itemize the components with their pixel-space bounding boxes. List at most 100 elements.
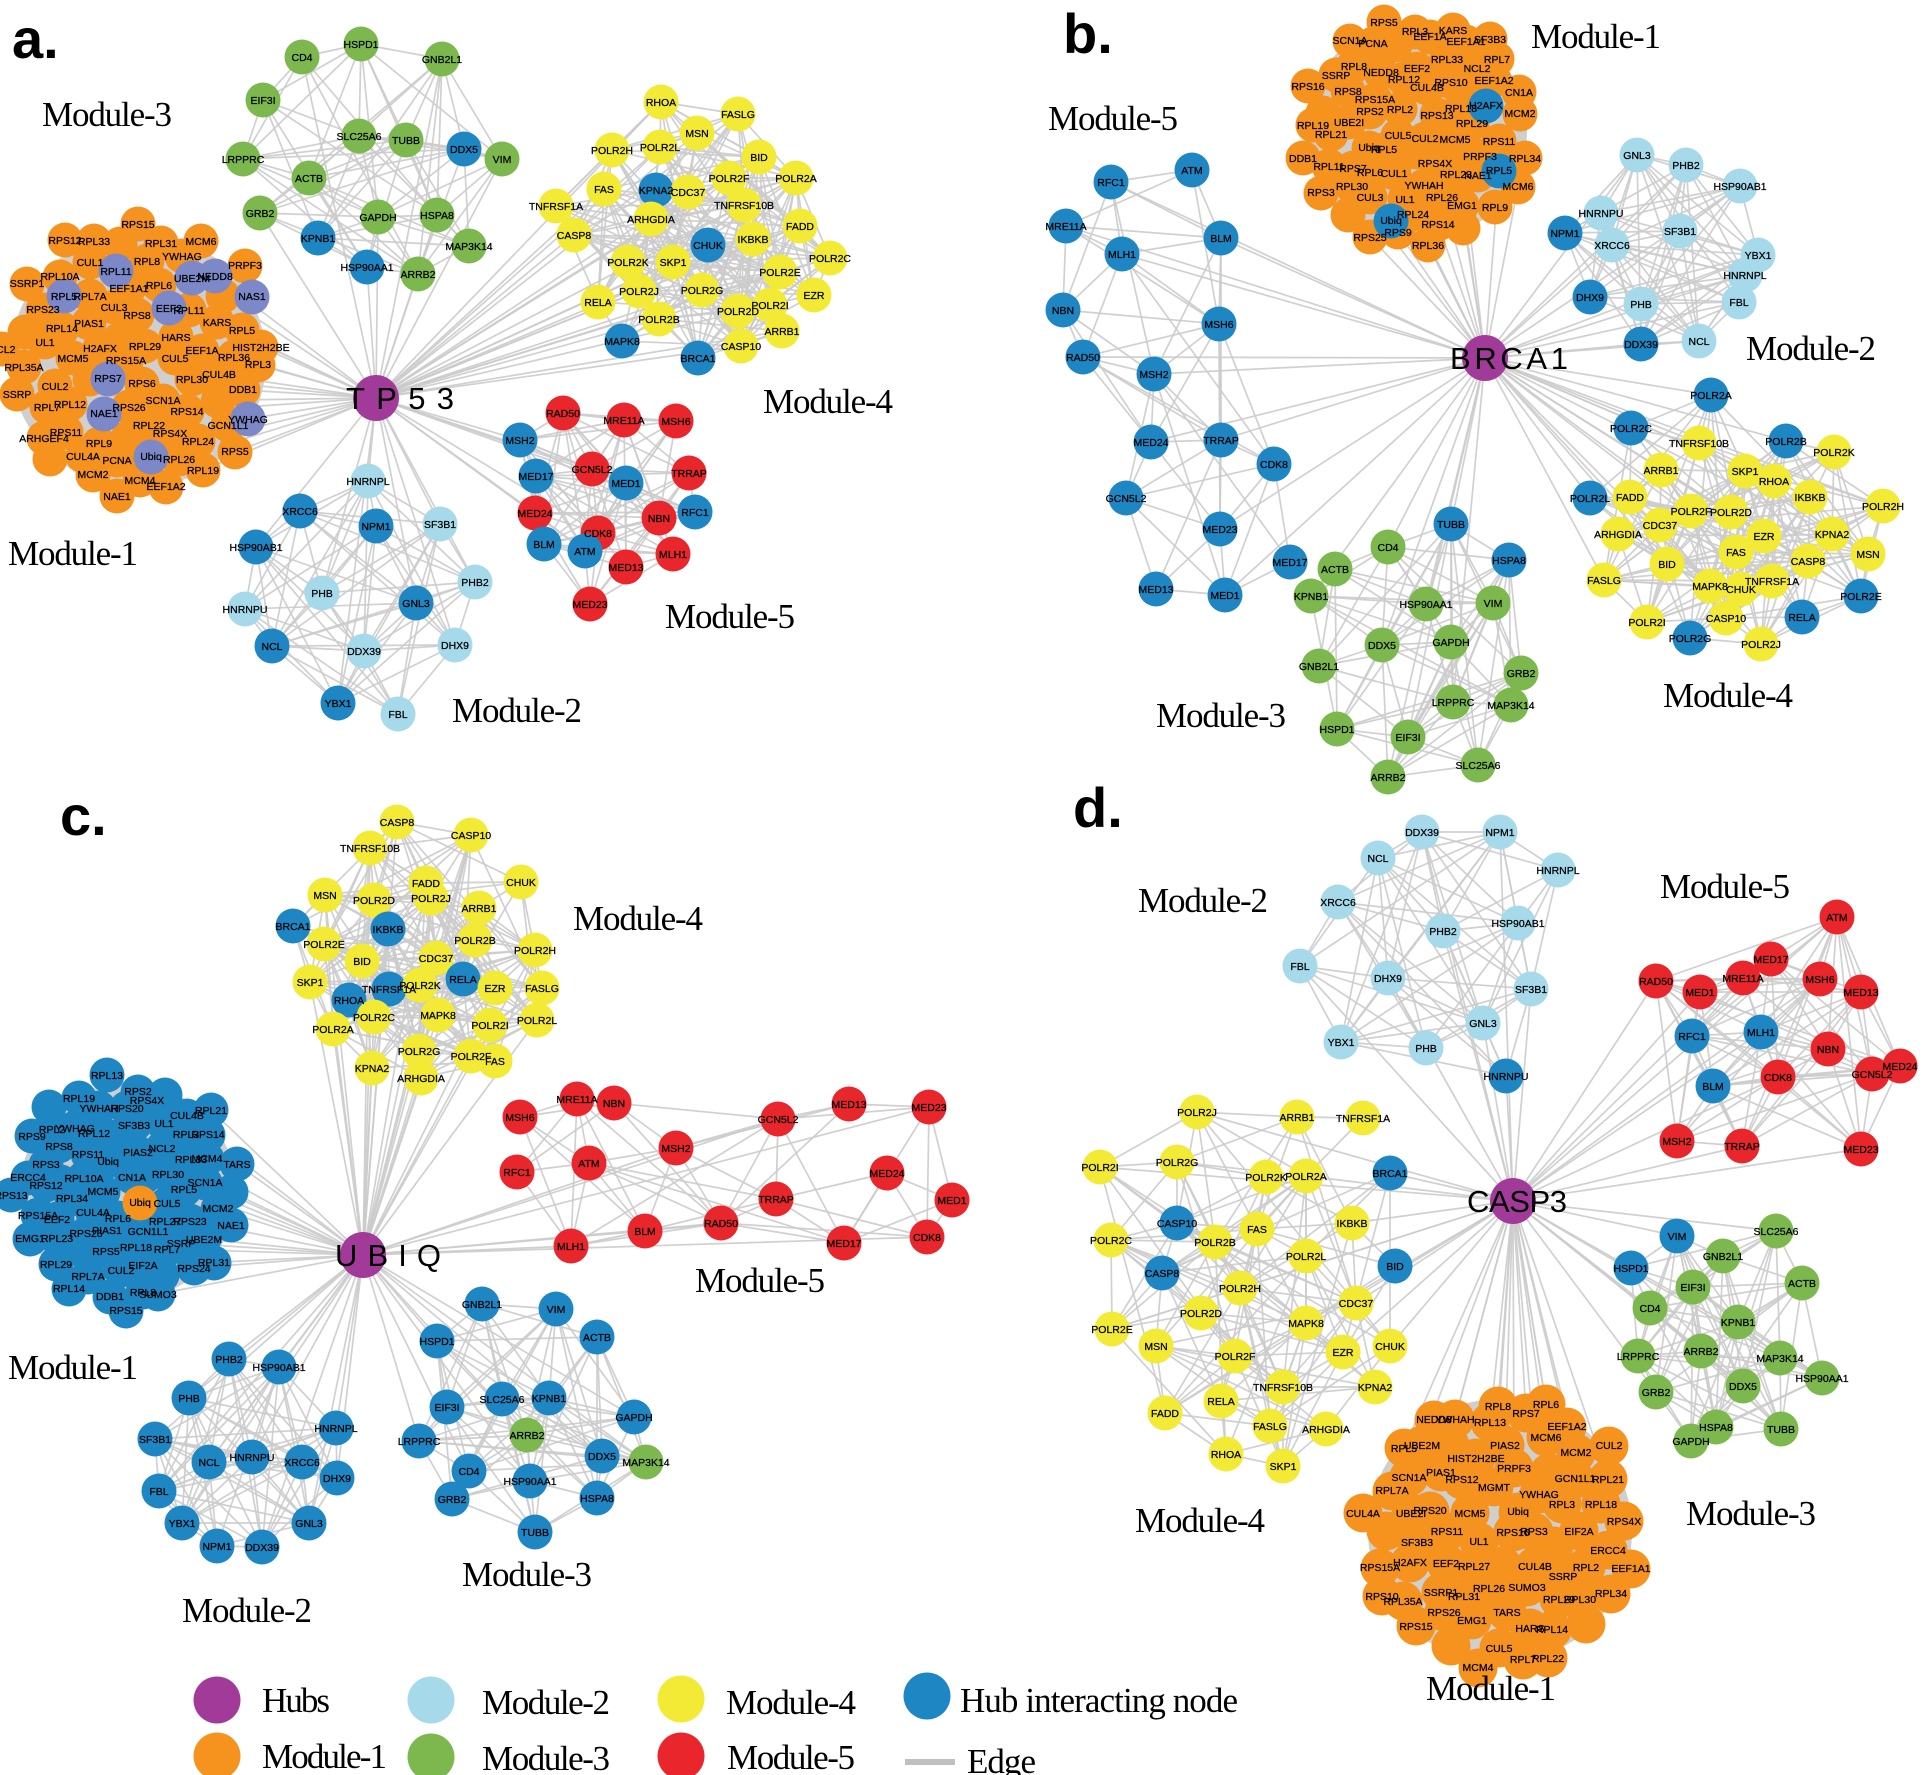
svg-text:Ubiq: Ubiq xyxy=(1358,142,1380,154)
svg-text:NEDD8: NEDD8 xyxy=(197,271,233,283)
svg-text:MSN: MSN xyxy=(685,128,708,140)
svg-text:YBX1: YBX1 xyxy=(169,1518,196,1530)
svg-text:HNRNPU: HNRNPU xyxy=(230,1452,275,1464)
svg-text:MSH2: MSH2 xyxy=(1139,369,1168,381)
svg-text:POLR2H: POLR2H xyxy=(514,945,556,957)
svg-text:RPL9: RPL9 xyxy=(86,438,112,450)
svg-text:KPNB1: KPNB1 xyxy=(532,1393,567,1405)
svg-text:RPL2: RPL2 xyxy=(39,1124,65,1136)
svg-text:RPS4X: RPS4X xyxy=(130,1095,164,1107)
svg-text:Module-2: Module-2 xyxy=(482,1683,610,1722)
svg-text:CUL4A: CUL4A xyxy=(66,451,100,463)
svg-text:GNL3: GNL3 xyxy=(1623,150,1651,162)
svg-text:RPS13: RPS13 xyxy=(0,1190,28,1202)
svg-text:CDK8: CDK8 xyxy=(1764,1072,1792,1084)
svg-text:POLR2F: POLR2F xyxy=(1215,1351,1256,1363)
svg-text:IKBKB: IKBKB xyxy=(1337,1218,1368,1230)
svg-text:CUL2: CUL2 xyxy=(1412,133,1439,145)
svg-text:CUL4A: CUL4A xyxy=(1346,1508,1380,1520)
svg-text:UBE2M: UBE2M xyxy=(186,1234,222,1246)
svg-text:H2AFX: H2AFX xyxy=(83,343,117,355)
svg-text:PHB2: PHB2 xyxy=(1429,926,1457,938)
svg-text:RPS15A: RPS15A xyxy=(1355,94,1395,106)
svg-text:MSH2: MSH2 xyxy=(505,435,534,447)
svg-text:UBE2I: UBE2I xyxy=(1334,117,1364,129)
svg-text:HSPD1: HSPD1 xyxy=(1319,724,1354,736)
svg-text:BID: BID xyxy=(750,152,768,164)
svg-text:Module-1: Module-1 xyxy=(8,1348,138,1387)
svg-text:RPL36: RPL36 xyxy=(1412,240,1444,252)
svg-text:YWHAG: YWHAG xyxy=(1519,1489,1559,1501)
svg-text:MCM4: MCM4 xyxy=(125,475,156,487)
svg-text:RFC1: RFC1 xyxy=(503,1167,531,1179)
svg-text:NEDD8: NEDD8 xyxy=(1416,1414,1452,1426)
svg-text:RPL33: RPL33 xyxy=(78,236,110,248)
svg-text:RPS5: RPS5 xyxy=(1370,17,1398,29)
svg-text:POLR2C: POLR2C xyxy=(353,1012,395,1024)
svg-text:MAP3K14: MAP3K14 xyxy=(1756,1353,1803,1365)
svg-text:RPS3: RPS3 xyxy=(32,1159,60,1171)
svg-text:RPL5: RPL5 xyxy=(1486,165,1512,177)
svg-text:KPNB1: KPNB1 xyxy=(1721,1317,1756,1329)
svg-text:DDX5: DDX5 xyxy=(1368,640,1396,652)
svg-text:TRRAP: TRRAP xyxy=(671,468,707,480)
svg-text:PHB: PHB xyxy=(1415,1043,1437,1055)
svg-text:RPL6: RPL6 xyxy=(146,280,172,292)
svg-text:MED24: MED24 xyxy=(517,508,552,520)
svg-text:EEF2: EEF2 xyxy=(156,303,182,315)
svg-text:RPL18: RPL18 xyxy=(1585,1499,1617,1511)
svg-text:RPS20: RPS20 xyxy=(1413,1505,1446,1517)
svg-text:POLR2K: POLR2K xyxy=(1813,447,1854,459)
svg-text:TNFRSF10B: TNFRSF10B xyxy=(340,843,400,855)
svg-text:FAS: FAS xyxy=(594,184,614,196)
svg-text:RPS2: RPS2 xyxy=(124,1086,152,1098)
svg-text:ARHGDIA: ARHGDIA xyxy=(397,1073,445,1085)
svg-text:POLR2K: POLR2K xyxy=(1245,1172,1286,1184)
svg-text:BRCA1: BRCA1 xyxy=(680,353,715,365)
svg-text:HSPD1: HSPD1 xyxy=(343,39,378,51)
svg-text:RPS4X: RPS4X xyxy=(1607,1516,1641,1528)
svg-text:HNRNPL: HNRNPL xyxy=(346,476,389,488)
svg-text:RPL11: RPL11 xyxy=(173,305,204,317)
svg-text:CASP8: CASP8 xyxy=(1791,556,1826,568)
svg-text:ARRB2: ARRB2 xyxy=(509,1430,544,1442)
svg-text:RPL30: RPL30 xyxy=(152,1169,184,1181)
svg-text:POLR2F: POLR2F xyxy=(451,1051,492,1063)
svg-text:ARRB1: ARRB1 xyxy=(461,903,496,915)
svg-text:EEF2: EEF2 xyxy=(1433,1558,1459,1570)
svg-text:RPL29: RPL29 xyxy=(1456,118,1488,130)
svg-text:CUL4B: CUL4B xyxy=(1410,82,1444,94)
svg-text:CASP10: CASP10 xyxy=(721,341,761,353)
svg-text:SF3B1: SF3B1 xyxy=(139,1434,171,1446)
svg-text:RFC1: RFC1 xyxy=(1678,1031,1706,1043)
svg-text:LRPPRC: LRPPRC xyxy=(1432,697,1475,709)
svg-text:RPS23: RPS23 xyxy=(173,1216,206,1228)
svg-text:POLR2C: POLR2C xyxy=(809,253,851,265)
svg-text:POLR2D: POLR2D xyxy=(353,895,395,907)
svg-text:RPS26: RPS26 xyxy=(69,1228,102,1240)
svg-text:RPS15A: RPS15A xyxy=(1360,1562,1400,1574)
svg-text:ACTB: ACTB xyxy=(1788,1278,1816,1290)
svg-text:EMG1: EMG1 xyxy=(1447,200,1477,212)
svg-text:ATM: ATM xyxy=(578,1158,599,1170)
svg-text:RPL9: RPL9 xyxy=(1482,202,1508,214)
svg-text:HSP90AB1: HSP90AB1 xyxy=(252,1362,305,1374)
svg-text:POLR2A: POLR2A xyxy=(775,173,816,185)
svg-text:SF3B3: SF3B3 xyxy=(1401,1537,1433,1549)
svg-text:TNFRSF1A: TNFRSF1A xyxy=(529,201,583,213)
svg-text:FAS: FAS xyxy=(1247,1224,1267,1236)
svg-text:Module-2: Module-2 xyxy=(1746,329,1876,368)
svg-text:KPNA2: KPNA2 xyxy=(355,1063,390,1075)
svg-text:MED13: MED13 xyxy=(831,1099,866,1111)
svg-text:POLR2C: POLR2C xyxy=(1610,423,1652,435)
svg-text:BRCA1: BRCA1 xyxy=(1450,341,1568,376)
svg-text:RPS26: RPS26 xyxy=(112,402,145,414)
svg-text:POLR2G: POLR2G xyxy=(398,1046,441,1058)
svg-text:RPL26: RPL26 xyxy=(1426,192,1458,204)
svg-text:NCL2: NCL2 xyxy=(0,344,16,356)
svg-text:GCN1L1: GCN1L1 xyxy=(1555,1473,1596,1485)
svg-text:EIF3I: EIF3I xyxy=(434,1402,459,1414)
svg-text:RPL7A: RPL7A xyxy=(71,1271,104,1283)
svg-text:SF3B1: SF3B1 xyxy=(1515,984,1547,996)
svg-text:MLH1: MLH1 xyxy=(1747,1027,1775,1039)
